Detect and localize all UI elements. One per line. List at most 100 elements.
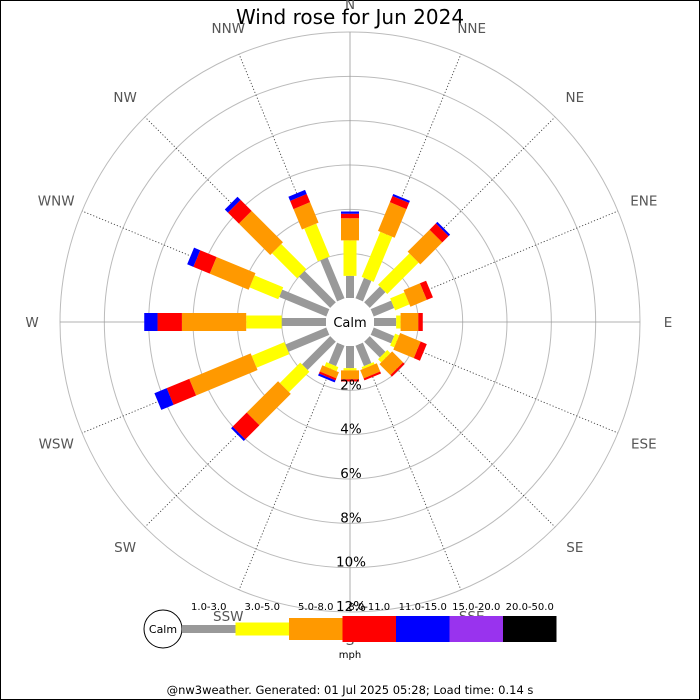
bar-sw-3-0-5-0 — [279, 362, 310, 393]
bar-sw-1-0-3-0 — [301, 336, 336, 371]
legend-swatch-8-0-11-0 — [342, 616, 396, 642]
direction-label-ene: ENE — [630, 193, 657, 209]
wind-bars — [144, 189, 451, 441]
bar-sse-1-0-3-0 — [355, 342, 372, 367]
bar-se-3-0-5-0 — [378, 350, 391, 363]
bar-ssw-3-0-5-0 — [324, 362, 339, 372]
bar-ene-1-0-3-0 — [370, 300, 395, 317]
spoke-wnw — [81, 210, 328, 314]
legend-label-8-0-11-0: 8.0-11.0 — [348, 602, 390, 613]
bar-nne-8-0-11-0 — [389, 196, 410, 210]
bar-ne-11-0-15-0 — [435, 221, 451, 237]
bar-wnw-1-0-3-0 — [279, 289, 330, 317]
bar-nne-1-0-3-0 — [355, 277, 372, 302]
legend-calm-label: Calm — [149, 623, 177, 636]
bar-nw-8-0-11-0 — [227, 199, 252, 224]
bar-nw-5-0-8-0 — [238, 210, 283, 255]
direction-label-nne: NNE — [457, 21, 486, 37]
spoke-ene — [372, 210, 619, 314]
radial-tick-4: 4% — [340, 422, 362, 438]
direction-label-wnw: WNW — [38, 193, 75, 209]
bar-wnw-8-0-11-0 — [193, 250, 217, 274]
bar-ese-1-0-3-0 — [370, 327, 395, 344]
direction-label-sw: SW — [114, 540, 136, 556]
legend-label-5-0-8-0: 5.0-8.0 — [298, 602, 333, 613]
direction-label-e: E — [664, 315, 673, 331]
bar-se-5-0-8-0 — [379, 351, 404, 376]
bar-se-1-0-3-0 — [364, 336, 386, 358]
legend-swatch-11-0-15-0 — [396, 616, 450, 642]
bar-ssw-5-0-8-0 — [319, 365, 339, 379]
chart-title: Wind rose for Jun 2024 — [236, 5, 464, 29]
bar-nnw-1-0-3-0 — [320, 257, 345, 302]
direction-label-nnw: NNW — [212, 21, 246, 37]
bar-nnw-3-0-5-0 — [304, 223, 330, 262]
bar-nne-11-0-15-0 — [392, 193, 410, 203]
legend-swatch-3-0-5-0 — [235, 622, 289, 636]
calm-label: Calm — [333, 316, 366, 331]
bar-sw-8-0-11-0 — [232, 412, 260, 440]
legend-swatch-20-0-50-0 — [503, 616, 557, 642]
legend-label-20-0-50-0: 20.0-50.0 — [506, 602, 554, 613]
speed-legend: Calm 1.0-3.0 3.0-5.0 5.0-8.0 8.0-11.0 11.0-15… — [143, 602, 557, 661]
footer-text: @nw3weather. Generated: 01 Jul 2025 05:2… — [167, 683, 534, 697]
legend-swatch-5-0-8-0 — [289, 618, 343, 640]
bar-ne-8-0-11-0 — [429, 223, 449, 243]
direction-label-nw: NW — [113, 90, 136, 106]
bar-wnw-11-0-15-0 — [187, 247, 201, 267]
legend-unit: mph — [339, 650, 361, 661]
bar-ssw-11-0-15-0 — [318, 373, 336, 383]
bar-nnw-8-0-11-0 — [290, 193, 311, 210]
bar-ene-5-0-8-0 — [403, 283, 427, 307]
bar-nw-3-0-5-0 — [272, 244, 307, 279]
bar-sw-5-0-8-0 — [246, 381, 291, 426]
bar-nne-3-0-5-0 — [361, 231, 393, 282]
bar-wsw-5-0-8-0 — [189, 353, 258, 396]
direction-label-wsw: WSW — [39, 437, 74, 453]
spoke-nne — [358, 53, 462, 300]
bar-se-8-0-11-0 — [390, 362, 405, 377]
radial-tick-labels: 2% 4% 6% 8% 10% 12% — [336, 377, 366, 615]
radial-tick-6: 6% — [340, 466, 362, 482]
bar-nnw-5-0-8-0 — [293, 202, 319, 230]
direction-label-w: W — [25, 315, 38, 331]
bar-sse-5-0-8-0 — [360, 363, 381, 379]
bar-nw-1-0-3-0 — [298, 270, 336, 308]
legend-label-3-0-5-0: 3.0-5.0 — [245, 602, 280, 613]
bar-wsw-8-0-11-0 — [166, 378, 197, 405]
bar-wsw-3-0-5-0 — [251, 342, 290, 368]
spoke-nw — [144, 116, 334, 306]
spoke-sw — [144, 338, 334, 528]
legend-label-15-0-20-0: 15.0-20.0 — [452, 602, 500, 613]
legend-label-1-0-3-0: 1.0-3.0 — [191, 602, 226, 613]
legend-swatch-1-0-3-0 — [182, 625, 236, 633]
bar-wnw-3-0-5-0 — [249, 275, 284, 300]
bar-sw-11-0-15-0 — [231, 426, 246, 441]
radial-tick-10: 10% — [336, 555, 366, 571]
spoke-se — [366, 338, 556, 528]
spoke-nnw — [238, 53, 342, 300]
bar-ne-3-0-5-0 — [378, 253, 419, 294]
legend-label-11-0-15-0: 11.0-15.0 — [399, 602, 447, 613]
direction-label-ne: NE — [566, 90, 585, 106]
bar-ene-3-0-5-0 — [390, 292, 410, 311]
bar-nw-11-0-15-0 — [224, 196, 241, 213]
calm-center: Calm — [326, 298, 374, 346]
spoke-sse — [358, 344, 462, 591]
radial-tick-8: 8% — [340, 510, 362, 526]
radial-tick-12: 12% — [336, 599, 366, 615]
radial-tick-2: 2% — [340, 377, 362, 393]
calm-circle — [326, 298, 374, 346]
bar-sse-3-0-5-0 — [361, 362, 375, 370]
direction-label-ese: ESE — [631, 437, 657, 453]
bar-ene-8-0-11-0 — [419, 280, 433, 300]
spoke-wsw — [81, 330, 328, 434]
bar-wnw-5-0-8-0 — [209, 256, 256, 290]
bar-ssw-1-0-3-0 — [328, 342, 345, 367]
bar-ese-3-0-5-0 — [390, 333, 400, 348]
spoke-ne — [366, 116, 556, 306]
bar-ssw-8-0-11-0 — [318, 371, 337, 381]
bar-nnw-11-0-15-0 — [288, 189, 307, 201]
bar-ne-1-0-3-0 — [364, 286, 386, 308]
